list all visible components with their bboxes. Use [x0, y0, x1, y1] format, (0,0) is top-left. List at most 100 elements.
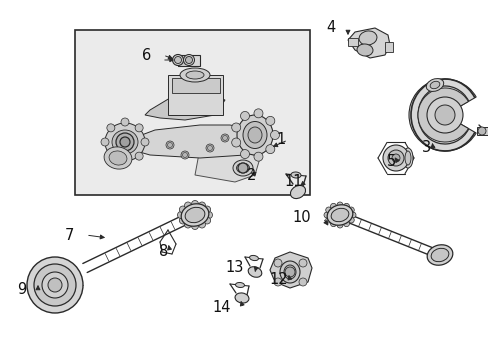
Ellipse shape: [235, 283, 244, 288]
Circle shape: [179, 206, 186, 213]
Circle shape: [253, 152, 263, 161]
Text: 8: 8: [159, 244, 168, 260]
Ellipse shape: [237, 115, 272, 155]
Circle shape: [477, 127, 485, 135]
Circle shape: [231, 138, 240, 147]
Circle shape: [121, 118, 129, 126]
Ellipse shape: [243, 122, 266, 148]
Bar: [384, 42, 392, 52]
Circle shape: [203, 206, 210, 213]
Circle shape: [285, 267, 294, 277]
Circle shape: [205, 211, 212, 219]
Circle shape: [205, 144, 214, 152]
Ellipse shape: [427, 245, 452, 265]
Circle shape: [198, 202, 205, 209]
Wedge shape: [408, 79, 475, 151]
Ellipse shape: [404, 151, 410, 165]
Ellipse shape: [185, 207, 204, 223]
Circle shape: [177, 211, 184, 219]
Text: 7: 7: [64, 228, 74, 243]
Text: 4: 4: [326, 21, 335, 36]
Polygon shape: [269, 252, 311, 288]
Circle shape: [325, 207, 331, 213]
Circle shape: [324, 212, 329, 218]
Polygon shape: [195, 148, 260, 182]
Ellipse shape: [105, 123, 145, 161]
Bar: [168, 75, 223, 115]
Text: 14: 14: [212, 301, 230, 315]
Circle shape: [184, 221, 191, 228]
Ellipse shape: [185, 57, 192, 63]
Circle shape: [34, 264, 76, 306]
Text: 6: 6: [142, 48, 151, 63]
Circle shape: [222, 135, 227, 140]
Ellipse shape: [358, 31, 376, 45]
Circle shape: [343, 203, 349, 209]
Bar: [178, 55, 189, 66]
Circle shape: [181, 151, 189, 159]
Ellipse shape: [402, 148, 412, 168]
Ellipse shape: [232, 160, 252, 176]
Ellipse shape: [330, 208, 348, 222]
Circle shape: [325, 217, 331, 223]
Bar: [75, 30, 309, 195]
Circle shape: [343, 221, 349, 227]
Ellipse shape: [290, 172, 301, 178]
Circle shape: [387, 150, 403, 166]
Circle shape: [298, 278, 306, 286]
Bar: [172, 78, 220, 93]
Circle shape: [107, 152, 115, 160]
Circle shape: [382, 145, 408, 171]
Circle shape: [165, 141, 174, 149]
Ellipse shape: [426, 78, 443, 91]
Text: 2: 2: [246, 167, 256, 183]
Ellipse shape: [181, 204, 208, 226]
Circle shape: [385, 44, 391, 50]
Text: 1: 1: [276, 132, 285, 148]
Text: 10: 10: [292, 211, 310, 225]
Circle shape: [42, 272, 68, 298]
Circle shape: [426, 97, 462, 133]
Circle shape: [347, 217, 353, 223]
Circle shape: [298, 259, 306, 267]
Circle shape: [349, 212, 355, 218]
Text: 13: 13: [225, 261, 244, 275]
Circle shape: [182, 153, 187, 158]
Ellipse shape: [235, 293, 248, 303]
Polygon shape: [115, 125, 260, 158]
Circle shape: [135, 152, 143, 160]
Ellipse shape: [430, 248, 448, 262]
Ellipse shape: [249, 255, 258, 261]
Circle shape: [265, 145, 274, 154]
Circle shape: [141, 138, 149, 146]
Text: 5: 5: [386, 154, 395, 170]
Circle shape: [101, 138, 109, 146]
Ellipse shape: [247, 127, 262, 143]
Ellipse shape: [236, 163, 249, 173]
Circle shape: [270, 130, 279, 139]
Circle shape: [135, 124, 143, 132]
Ellipse shape: [185, 71, 203, 79]
Text: 9: 9: [17, 283, 26, 297]
Text: 11: 11: [284, 175, 303, 189]
Text: 3: 3: [421, 140, 430, 156]
Ellipse shape: [429, 81, 439, 89]
Circle shape: [240, 112, 249, 121]
Ellipse shape: [109, 151, 127, 165]
Circle shape: [273, 259, 282, 267]
Circle shape: [191, 201, 198, 207]
Circle shape: [347, 207, 353, 213]
Ellipse shape: [326, 205, 352, 225]
Bar: [347, 38, 357, 46]
Circle shape: [116, 133, 134, 151]
Circle shape: [198, 221, 205, 228]
Wedge shape: [417, 88, 468, 142]
Circle shape: [191, 222, 198, 230]
Circle shape: [273, 278, 282, 286]
Circle shape: [167, 143, 172, 148]
Circle shape: [231, 123, 240, 132]
Ellipse shape: [172, 54, 183, 66]
Text: 12: 12: [269, 273, 287, 288]
Ellipse shape: [183, 54, 194, 66]
Circle shape: [336, 222, 342, 228]
